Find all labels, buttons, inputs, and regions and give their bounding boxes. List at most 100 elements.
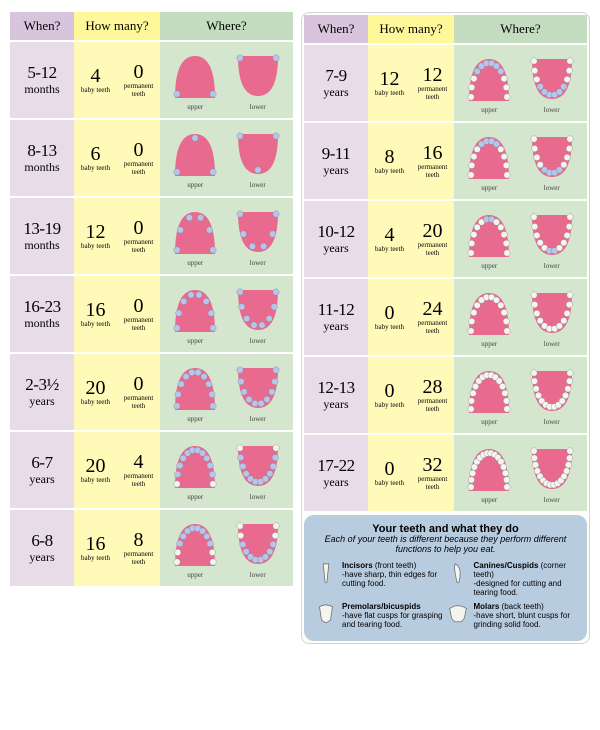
perm-count: 16 permanent teeth	[411, 143, 454, 179]
howmany-cell: 4 baby teeth 0 permanent teeth	[74, 42, 160, 118]
when-cell: 6-8 years	[10, 510, 74, 586]
baby-count: 0 baby teeth	[368, 381, 411, 409]
upper-mouth: upper	[463, 53, 515, 114]
perm-count: 12 permanent teeth	[411, 65, 454, 101]
upper-mouth: upper	[169, 440, 221, 501]
baby-count: 12 baby teeth	[368, 69, 411, 97]
when-cell: 17-22 years	[304, 435, 368, 511]
data-row: 13-19 months 12 baby teeth 0 permanent t…	[10, 198, 293, 274]
age-range: 8-13	[27, 142, 56, 161]
where-cell: upper lower	[454, 201, 587, 277]
data-row: 7-9 years 12 baby teeth 12 permanent tee…	[304, 45, 587, 121]
data-row: 16-23 months 16 baby teeth 0 permanent t…	[10, 276, 293, 352]
upper-mouth: upper	[169, 362, 221, 423]
where-cell: upper lower	[454, 357, 587, 433]
upper-mouth: upper	[463, 365, 515, 426]
lower-mouth: lower	[232, 284, 284, 345]
where-cell: upper lower	[160, 510, 293, 586]
when-cell: 10-12 years	[304, 201, 368, 277]
age-range: 6-8	[31, 532, 52, 551]
age-unit: months	[24, 83, 59, 96]
perm-count: 0 permanent teeth	[117, 296, 160, 332]
where-cell: upper lower	[160, 120, 293, 196]
header-when: When?	[10, 12, 74, 40]
when-cell: 8-13 months	[10, 120, 74, 196]
when-cell: 11-12 years	[304, 279, 368, 355]
upper-mouth: upper	[169, 284, 221, 345]
info-subtitle: Each of your teeth is different because …	[314, 535, 577, 555]
perm-count: 24 permanent teeth	[411, 299, 454, 335]
age-unit: years	[29, 551, 54, 564]
perm-count: 4 permanent teeth	[117, 452, 160, 488]
where-cell: upper lower	[454, 123, 587, 199]
lower-mouth: lower	[526, 443, 578, 504]
lower-mouth: lower	[526, 131, 578, 192]
age-unit: years	[323, 476, 348, 489]
howmany-cell: 6 baby teeth 0 permanent teeth	[74, 120, 160, 196]
age-range: 11-12	[318, 301, 355, 320]
data-row: 6-8 years 16 baby teeth 8 permanent teet…	[10, 510, 293, 586]
howmany-cell: 8 baby teeth 16 permanent teeth	[368, 123, 454, 199]
lower-mouth: lower	[232, 206, 284, 267]
howmany-cell: 12 baby teeth 12 permanent teeth	[368, 45, 454, 121]
age-unit: years	[29, 395, 54, 408]
data-row: 2-3½ years 20 baby teeth 0 permanent tee…	[10, 354, 293, 430]
age-unit: months	[24, 317, 59, 330]
info-panel: Your teeth and what they do Each of your…	[304, 515, 587, 641]
header-howmany: How many?	[74, 12, 160, 40]
howmany-cell: 0 baby teeth 28 permanent teeth	[368, 357, 454, 433]
age-range: 13-19	[23, 220, 60, 239]
lower-mouth: lower	[232, 518, 284, 579]
lower-mouth: lower	[232, 440, 284, 501]
baby-count: 12 baby teeth	[74, 222, 117, 250]
perm-count: 0 permanent teeth	[117, 218, 160, 254]
where-cell: upper lower	[160, 198, 293, 274]
where-cell: upper lower	[454, 435, 587, 511]
upper-mouth: upper	[169, 518, 221, 579]
perm-count: 8 permanent teeth	[117, 530, 160, 566]
age-unit: years	[323, 320, 348, 333]
baby-count: 20 baby teeth	[74, 456, 117, 484]
header-row: When? How many? Where?	[304, 15, 587, 43]
lower-mouth: lower	[232, 362, 284, 423]
baby-count: 0 baby teeth	[368, 459, 411, 487]
upper-mouth: upper	[169, 128, 221, 189]
data-row: 10-12 years 4 baby teeth 20 permanent te…	[304, 201, 587, 277]
data-row: 6-7 years 20 baby teeth 4 permanent teet…	[10, 432, 293, 508]
age-range: 5-12	[27, 64, 56, 83]
baby-count: 4 baby teeth	[368, 225, 411, 253]
when-cell: 5-12 months	[10, 42, 74, 118]
data-row: 11-12 years 0 baby teeth 24 permanent te…	[304, 279, 587, 355]
age-range: 17-22	[317, 457, 354, 476]
age-range: 12-13	[317, 379, 354, 398]
perm-count: 32 permanent teeth	[411, 455, 454, 491]
right-column: When? How many? Where? 7-9 years 12 baby…	[301, 12, 590, 644]
left-column: When? How many? Where? 5-12 months 4 bab…	[10, 12, 293, 644]
howmany-cell: 0 baby teeth 24 permanent teeth	[368, 279, 454, 355]
data-row: 17-22 years 0 baby teeth 32 permanent te…	[304, 435, 587, 511]
age-range: 6-7	[31, 454, 52, 473]
tooth-grid: Incisors (front teeth) -have sharp, thin…	[314, 561, 577, 633]
where-cell: upper lower	[160, 42, 293, 118]
baby-count: 4 baby teeth	[74, 66, 117, 94]
where-cell: upper lower	[160, 354, 293, 430]
upper-mouth: upper	[463, 131, 515, 192]
when-cell: 12-13 years	[304, 357, 368, 433]
baby-count: 8 baby teeth	[368, 147, 411, 175]
data-row: 5-12 months 4 baby teeth 0 permanent tee…	[10, 42, 293, 118]
lower-mouth: lower	[526, 365, 578, 426]
where-cell: upper lower	[454, 45, 587, 121]
lower-mouth: lower	[232, 128, 284, 189]
age-unit: years	[323, 242, 348, 255]
where-cell: upper lower	[160, 276, 293, 352]
header-when: When?	[304, 15, 368, 43]
tooth-type: Incisors (front teeth) -have sharp, thin…	[314, 561, 446, 598]
perm-count: 0 permanent teeth	[117, 62, 160, 98]
baby-count: 0 baby teeth	[368, 303, 411, 331]
tooth-type: Canines/Cuspids (corner teeth) -designed…	[446, 561, 578, 598]
age-unit: years	[323, 86, 348, 99]
where-cell: upper lower	[160, 432, 293, 508]
age-unit: years	[29, 473, 54, 486]
age-range: 2-3½	[25, 376, 58, 395]
baby-count: 20 baby teeth	[74, 378, 117, 406]
